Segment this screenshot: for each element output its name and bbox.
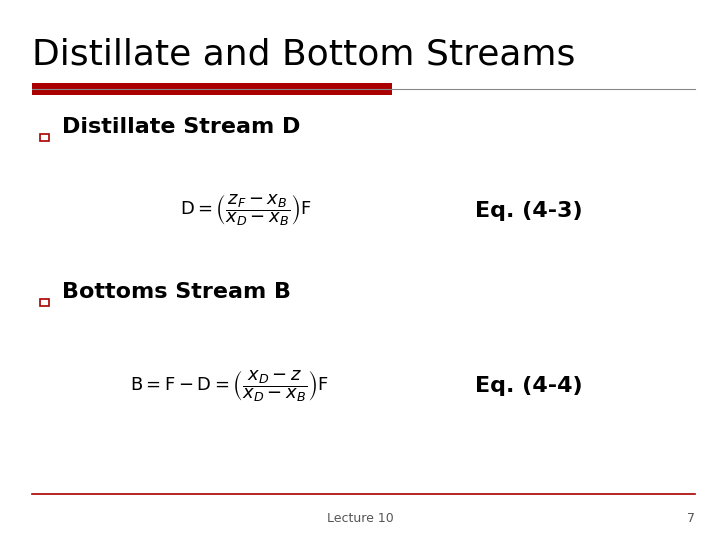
Text: Bottoms Stream B: Bottoms Stream B	[62, 282, 291, 302]
Text: Eq. (4-4): Eq. (4-4)	[475, 376, 582, 396]
Text: Distillate and Bottom Streams: Distillate and Bottom Streams	[32, 38, 576, 72]
Text: Lecture 10: Lecture 10	[327, 512, 393, 525]
Text: 7: 7	[687, 512, 695, 525]
Text: Distillate Stream D: Distillate Stream D	[62, 117, 300, 137]
Text: $\mathrm{D} = \left(\dfrac{z_F - x_B}{x_D - x_B}\right)\mathrm{F}$: $\mathrm{D} = \left(\dfrac{z_F - x_B}{x_…	[180, 193, 312, 228]
Bar	[40, 299, 49, 306]
Text: Eq. (4-3): Eq. (4-3)	[475, 200, 582, 221]
Text: $\mathrm{B} = \mathrm{F} - \mathrm{D} = \left(\dfrac{x_D - z}{x_D - x_B}\right)\: $\mathrm{B} = \mathrm{F} - \mathrm{D} = …	[130, 368, 328, 404]
Bar	[32, 83, 392, 94]
Bar	[40, 134, 49, 141]
